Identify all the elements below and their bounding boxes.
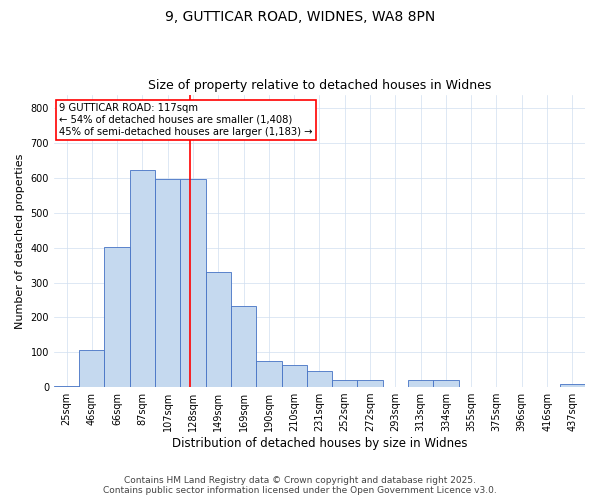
Bar [281, 366, 307, 387]
Bar [256, 361, 281, 387]
Bar [79, 350, 104, 387]
Bar [155, 179, 181, 387]
Bar [231, 306, 256, 387]
X-axis label: Distribution of detached houses by size in Widnes: Distribution of detached houses by size … [172, 437, 467, 450]
Bar [408, 380, 433, 387]
Bar [130, 170, 155, 387]
Title: Size of property relative to detached houses in Widnes: Size of property relative to detached ho… [148, 79, 491, 92]
Bar [560, 384, 585, 387]
Y-axis label: Number of detached properties: Number of detached properties [15, 153, 25, 328]
Bar [358, 380, 383, 387]
Bar [307, 370, 332, 387]
Bar [206, 272, 231, 387]
Bar [433, 380, 458, 387]
Bar [54, 386, 79, 387]
Bar [104, 246, 130, 387]
Text: 9, GUTTICAR ROAD, WIDNES, WA8 8PN: 9, GUTTICAR ROAD, WIDNES, WA8 8PN [165, 10, 435, 24]
Text: 9 GUTTICAR ROAD: 117sqm
← 54% of detached houses are smaller (1,408)
45% of semi: 9 GUTTICAR ROAD: 117sqm ← 54% of detache… [59, 104, 313, 136]
Bar [181, 179, 206, 387]
Bar [332, 380, 358, 387]
Text: Contains HM Land Registry data © Crown copyright and database right 2025.
Contai: Contains HM Land Registry data © Crown c… [103, 476, 497, 495]
